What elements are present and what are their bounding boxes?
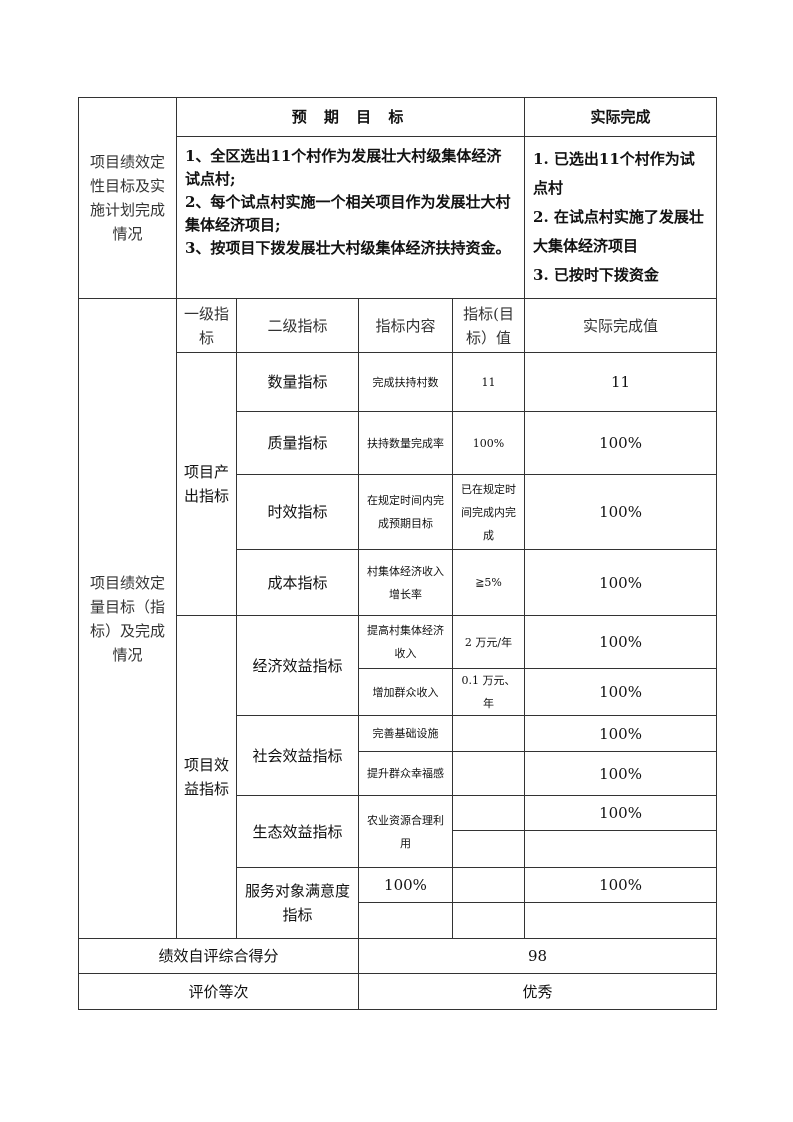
performance-table: 项目绩效定性目标及实施计划完成情况 预 期 目 标 实际完成 1、全区选出11个…	[78, 97, 718, 1010]
actual-header: 实际完成	[524, 97, 718, 137]
score-value: 98	[357, 938, 718, 974]
actual-item: 2. 在试点村实施了发展壮大集体经济项目	[533, 208, 704, 255]
target	[451, 751, 526, 796]
target: 11	[451, 352, 526, 412]
actual-results: 1. 已选出11个村作为试点村 2. 在试点村实施了发展壮大集体经济项目 3. …	[524, 136, 718, 299]
actual: 100%	[524, 668, 718, 716]
level2: 服务对象满意度指标	[236, 867, 359, 939]
actual: 100%	[524, 474, 718, 550]
header-actual: 实际完成值	[524, 298, 718, 353]
content: 完成扶持村数	[358, 352, 453, 412]
actual: 100%	[524, 615, 718, 669]
actual	[524, 830, 718, 868]
target	[451, 867, 526, 903]
actual: 100%	[524, 751, 718, 796]
expected-goals: 1、全区选出11个村作为发展壮大村级集体经济试点村; 2、每个试点村实施一个相关…	[175, 136, 526, 299]
grade-value: 优秀	[357, 973, 718, 1010]
header-target: 指标(目标）值	[451, 298, 526, 353]
header-level2: 二级指标	[236, 298, 359, 353]
level2: 社会效益指标	[236, 715, 359, 796]
target	[451, 715, 526, 752]
target	[451, 830, 526, 868]
level2: 生态效益指标	[236, 795, 359, 868]
actual: 100%	[524, 411, 718, 475]
target: 0.1 万元、年	[451, 668, 526, 716]
level2: 经济效益指标	[236, 615, 359, 716]
expected-item: 2、每个试点村实施一个相关项目作为发展壮大村集体经济项目;	[185, 193, 511, 234]
expected-item: 3、按项目下拨发展壮大村级集体经济扶持资金。	[185, 239, 511, 257]
header-content: 指标内容	[358, 298, 453, 353]
actual: 100%	[524, 549, 718, 616]
level2: 数量指标	[236, 352, 359, 412]
target	[451, 902, 526, 939]
level2: 成本指标	[236, 549, 359, 616]
output-group: 项目产出指标	[176, 352, 237, 616]
actual: 100%	[524, 715, 718, 752]
actual: 100%	[524, 795, 718, 831]
content: 村集体经济收入增长率	[358, 549, 453, 616]
target: 2 万元/年	[451, 615, 526, 669]
actual: 11	[524, 352, 718, 412]
benefit-group: 项目效益指标	[176, 615, 237, 939]
target	[451, 795, 526, 831]
content: 完善基础设施	[358, 715, 453, 752]
content: 农业资源合理利用	[358, 795, 453, 868]
score-label: 绩效自评综合得分	[78, 938, 359, 974]
actual	[524, 902, 718, 939]
actual: 100%	[524, 867, 718, 903]
content: 提升群众幸福感	[358, 751, 453, 796]
actual-item: 1. 已选出11个村作为试点村	[533, 150, 695, 197]
content: 增加群众收入	[358, 668, 453, 716]
content: 扶持数量完成率	[358, 411, 453, 475]
content: 100%	[358, 867, 453, 903]
level2: 时效指标	[236, 474, 359, 550]
expected-header: 预 期 目 标	[175, 97, 526, 137]
grade-label: 评价等次	[78, 973, 359, 1010]
content	[358, 902, 453, 939]
target: 已在规定时间完成内完成	[451, 474, 526, 550]
content: 在规定时间内完成预期目标	[358, 474, 453, 550]
level2: 质量指标	[236, 411, 359, 475]
actual-item: 3. 已按时下拨资金	[533, 266, 659, 284]
header-level1: 一级指标	[176, 298, 237, 353]
target: ≧5%	[451, 549, 526, 616]
qualitative-label: 项目绩效定性目标及实施计划完成情况	[78, 97, 177, 299]
expected-item: 1、全区选出11个村作为发展壮大村级集体经济试点村;	[185, 147, 502, 188]
quantitative-label: 项目绩效定量目标（指标）及完成情况	[78, 298, 177, 939]
content: 提高村集体经济收入	[358, 615, 453, 669]
target: 100%	[451, 411, 526, 475]
